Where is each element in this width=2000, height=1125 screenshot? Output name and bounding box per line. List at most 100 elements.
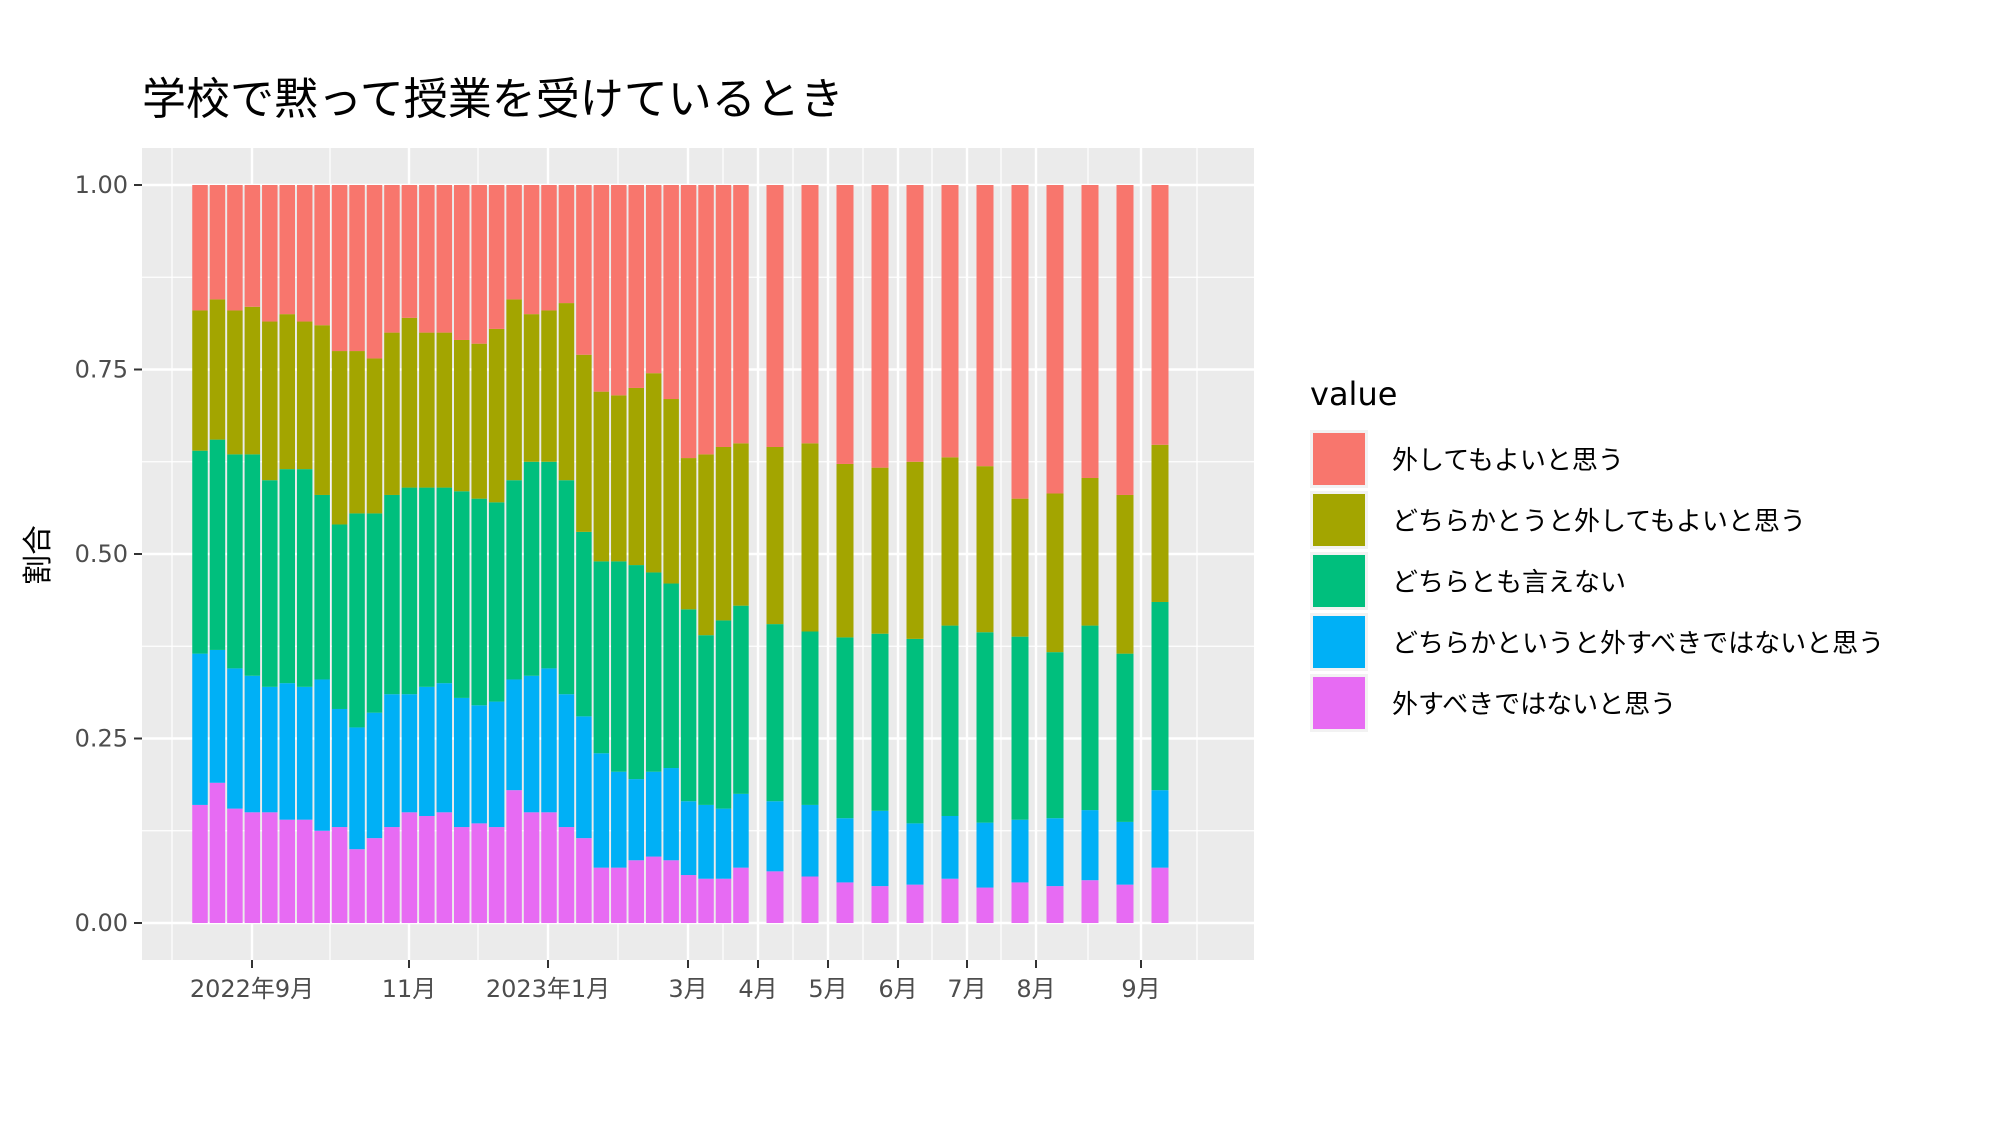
x-tick-label: 6月 <box>878 975 917 1003</box>
bar-segment-4-27 <box>645 373 662 573</box>
bar-segment-3-4 <box>244 454 261 676</box>
y-tick-label: 0.00 <box>75 909 128 937</box>
y-axis: 0.00 0.25 0.50 0.75 1.00 <box>75 171 142 937</box>
bar-segment-5-31 <box>715 185 732 447</box>
bar-segment-4-29 <box>680 458 697 610</box>
bar-segment-2-43 <box>1116 821 1134 885</box>
bar-segment-1-43 <box>1116 884 1134 923</box>
bar-segment-4-17 <box>471 343 487 499</box>
bar-segment-1-13 <box>401 812 418 923</box>
bar-segment-1-14 <box>419 815 435 923</box>
bar-segment-4-35 <box>836 463 854 638</box>
bar-segment-3-28 <box>663 583 679 769</box>
bar-segment-1-32 <box>733 867 749 923</box>
bar-segment-1-4 <box>244 812 261 923</box>
bar-segment-3-2 <box>209 439 226 650</box>
bar-segment-4-2 <box>209 299 226 440</box>
bar-segment-2-24 <box>593 753 610 868</box>
bar-segment-5-25 <box>611 185 627 396</box>
bar-segment-5-11 <box>366 185 383 359</box>
bar-segment-3-3 <box>227 454 243 669</box>
bar-segment-1-17 <box>471 823 487 923</box>
bar-segment-4-11 <box>366 358 383 514</box>
bar-segment-4-44 <box>1151 444 1169 602</box>
y-tick-label: 0.50 <box>75 540 128 568</box>
legend-swatch <box>1313 555 1365 607</box>
bar-segment-2-8 <box>314 679 330 831</box>
bar-segment-5-4 <box>244 185 261 307</box>
y-tick-label: 0.75 <box>75 356 128 384</box>
bar-segment-4-40 <box>1011 498 1029 637</box>
x-tick-label: 4月 <box>738 975 777 1003</box>
bar-segment-2-11 <box>366 712 383 839</box>
y-axis-title: 割合 <box>21 525 56 585</box>
bar-segment-3-39 <box>976 632 994 823</box>
bar-segment-3-11 <box>366 513 383 713</box>
bar-segment-5-41 <box>1046 185 1064 494</box>
bar-segment-1-22 <box>558 827 575 923</box>
bar-segment-2-33 <box>766 801 784 872</box>
legend-item: 外してもよいと思う <box>1310 430 1624 488</box>
bar-segment-5-43 <box>1116 185 1134 495</box>
bar-segment-2-7 <box>296 686 313 820</box>
bar-segment-4-39 <box>976 466 994 633</box>
bar-segment-5-39 <box>976 185 994 467</box>
bar-segment-4-36 <box>871 467 889 634</box>
bar-segment-5-44 <box>1151 185 1169 445</box>
x-tick-label: 2022年9月 <box>190 975 314 1003</box>
bar-segment-2-40 <box>1011 819 1029 883</box>
bar-segment-4-24 <box>593 391 610 562</box>
bar-segment-2-32 <box>733 793 749 868</box>
bar-segment-1-15 <box>436 812 453 923</box>
bar-segment-2-4 <box>244 675 261 813</box>
legend-label: どちらかというと外すべきではないと思う <box>1392 629 1884 659</box>
bar-segment-5-20 <box>523 185 540 315</box>
bar-segment-3-18 <box>488 502 505 702</box>
bar-segment-2-1 <box>192 653 208 805</box>
bar-segment-2-30 <box>698 804 714 879</box>
bar-segment-1-25 <box>611 867 627 923</box>
bar-segment-5-12 <box>384 185 400 333</box>
bar-segment-1-41 <box>1046 886 1064 923</box>
bar-segment-5-36 <box>871 185 889 468</box>
bar-segment-5-40 <box>1011 185 1029 499</box>
bar-segment-1-35 <box>836 882 854 923</box>
bar-segment-4-31 <box>715 446 732 621</box>
x-axis: 2022年9月 11月 2023年1月 3月 4月 5月 6月 7月 8月 9月 <box>190 960 1161 1003</box>
legend-label: どちらとも言えない <box>1392 568 1626 598</box>
bar-segment-3-6 <box>279 469 295 684</box>
bar-segment-4-13 <box>401 317 418 488</box>
bar-segment-2-18 <box>488 701 505 828</box>
bar-segment-2-10 <box>349 727 365 850</box>
bar-segment-1-19 <box>506 790 522 923</box>
bar-segment-2-26 <box>628 779 644 861</box>
bar-segment-4-10 <box>349 351 365 514</box>
bar-segment-1-23 <box>576 838 592 923</box>
bar-segment-5-9 <box>331 185 348 352</box>
bar-segment-4-5 <box>262 321 278 481</box>
bar-segment-3-8 <box>314 494 330 680</box>
bar-segment-5-16 <box>454 185 470 340</box>
bar-segment-1-10 <box>349 849 365 923</box>
bar-segment-5-22 <box>558 185 575 304</box>
bar-segment-2-29 <box>680 801 697 876</box>
bar-segment-5-15 <box>436 185 453 333</box>
bar-segment-5-30 <box>698 185 714 455</box>
bar-segment-4-21 <box>541 310 557 462</box>
bar-segment-5-38 <box>941 185 959 458</box>
bar-segment-4-28 <box>663 399 679 584</box>
bar-segment-1-5 <box>262 812 278 923</box>
bar-segment-1-1 <box>192 804 208 923</box>
bar-segment-2-27 <box>645 771 662 857</box>
bar-segment-3-13 <box>401 487 418 695</box>
bars <box>192 185 1169 923</box>
y-tick-label: 1.00 <box>75 171 128 199</box>
bar-segment-2-3 <box>227 668 243 809</box>
bar-segment-4-43 <box>1116 494 1134 654</box>
bar-segment-4-9 <box>331 351 348 525</box>
bar-segment-3-33 <box>766 624 784 802</box>
bar-segment-3-17 <box>471 498 487 706</box>
bar-segment-5-8 <box>314 185 330 326</box>
bar-segment-1-3 <box>227 808 243 923</box>
chart-title: 学校で黙って授業を受けているとき <box>142 74 844 125</box>
